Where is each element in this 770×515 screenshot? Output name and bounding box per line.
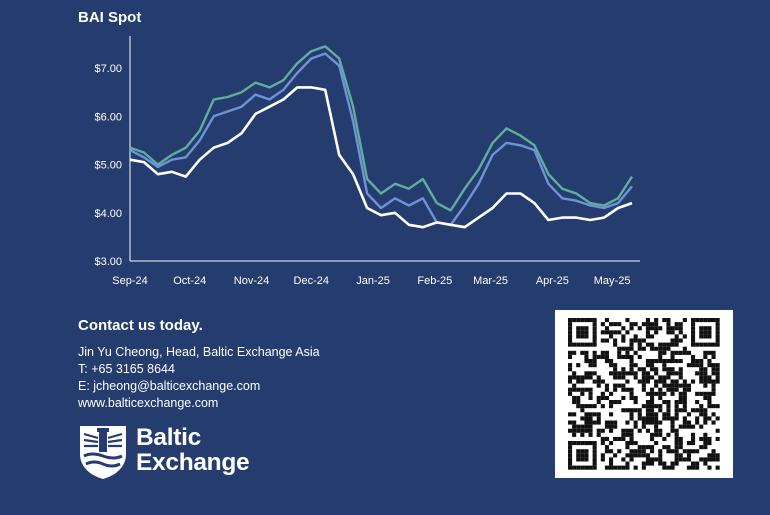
y-axis: $3.00 $4.00 $5.00 $6.00 $7.00 <box>94 36 131 268</box>
x-tick-label: Feb-25 <box>417 275 452 287</box>
series-line-2 <box>129 52 633 227</box>
contact-heading: Contact us today. <box>78 317 203 334</box>
y-tick-label: $7.00 <box>94 63 122 75</box>
series-line-1 <box>129 45 634 212</box>
series-lines <box>129 45 634 229</box>
series-line-3 <box>129 86 633 229</box>
contact-email[interactable]: E: jcheong@balticexchange.com <box>78 379 261 393</box>
contact-phone[interactable]: T: +65 3165 8644 <box>78 362 175 376</box>
x-tick-label: Sep-24 <box>112 275 147 287</box>
x-tick-label: Dec-24 <box>294 275 329 287</box>
x-axis: Sep-24 Oct-24 Nov-24 Dec-24 Jan-25 Feb-25 Mar-… <box>112 260 640 287</box>
y-tick-label: $4.00 <box>94 208 122 220</box>
baltic-shield-icon <box>80 426 126 479</box>
x-tick-label: Jan-25 <box>356 275 390 287</box>
baltic-exchange-logo: Baltic Exchange <box>78 424 278 484</box>
contact-name: Jin Yu Cheong, Head, Baltic Exchange Asi… <box>78 345 320 359</box>
logo-text-line2: Exchange <box>136 449 250 476</box>
logo-text-line1: Baltic <box>136 424 201 451</box>
qr-code-icon <box>568 318 720 470</box>
x-tick-label: Apr-25 <box>536 275 569 287</box>
x-tick-label: Nov-24 <box>234 275 269 287</box>
chart-title: BAI Spot <box>78 9 142 26</box>
x-tick-label: Oct-24 <box>173 275 206 287</box>
y-tick-label: $3.00 <box>94 256 122 268</box>
y-tick-label: $5.00 <box>94 160 122 172</box>
bai-spot-chart: $3.00 $4.00 $5.00 $6.00 $7.00 Sep-24 Oct-24 No… <box>94 36 640 287</box>
contact-website[interactable]: www.balticexchange.com <box>78 396 219 410</box>
qr-code[interactable] <box>555 310 733 478</box>
x-tick-label: Mar-25 <box>473 275 508 287</box>
y-tick-label: $6.00 <box>94 111 122 123</box>
x-tick-label: May-25 <box>594 275 631 287</box>
